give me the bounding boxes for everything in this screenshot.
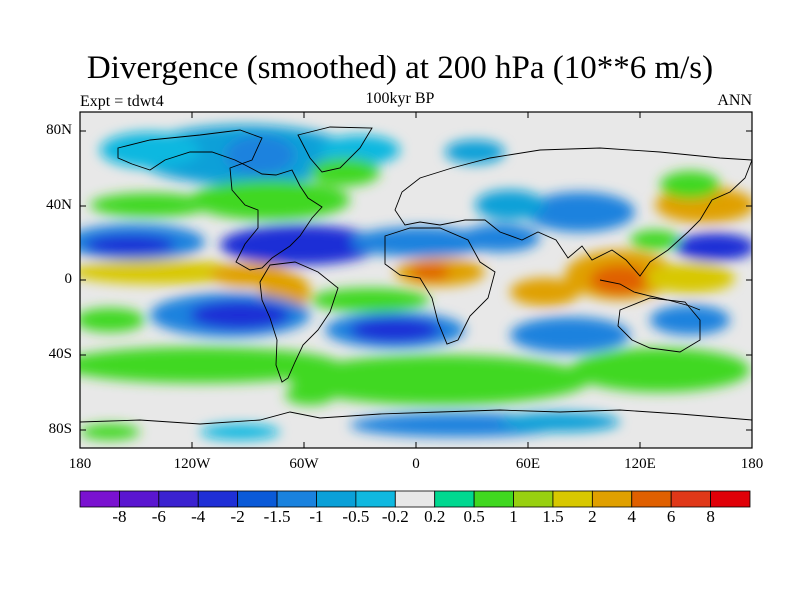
colorbar-swatch xyxy=(552,490,593,508)
colorbar-level-label: 2 xyxy=(588,507,597,526)
colorbar-swatch xyxy=(79,490,120,508)
field-blob xyxy=(310,158,380,186)
field-blob xyxy=(445,140,505,164)
field-blob xyxy=(500,412,620,432)
field-blob xyxy=(200,424,280,440)
colorbar-swatch xyxy=(591,490,633,508)
colorbar-swatch xyxy=(710,490,751,508)
field-blob xyxy=(225,135,295,175)
colorbar-level-label: -4 xyxy=(191,507,206,526)
field-blob xyxy=(80,424,140,440)
lat-label-80n: 80N xyxy=(46,122,72,138)
field-blob xyxy=(90,193,210,217)
coastline-antarctica xyxy=(80,409,752,425)
figure-title: Divergence (smoothed) at 200 hPa (10**6 … xyxy=(86,50,714,86)
field-blob xyxy=(460,224,540,252)
colorbar-swatch xyxy=(197,490,239,508)
field-blob xyxy=(80,260,250,284)
field-blob xyxy=(350,318,440,342)
colorbar-swatch xyxy=(670,490,711,508)
axis-ticks xyxy=(80,112,752,448)
field-blob xyxy=(510,317,630,353)
colorbar-level-label: -2 xyxy=(230,507,245,526)
field-blob xyxy=(660,171,720,199)
colorbar-level-label: 0.2 xyxy=(424,507,446,526)
field-blob xyxy=(80,347,340,383)
colorbar-swatch xyxy=(276,490,317,508)
colorbar-swatch xyxy=(119,490,160,508)
coastline-north-america xyxy=(117,129,323,271)
colorbar-level-label: -0.2 xyxy=(381,507,409,526)
lat-label-80s: 80S xyxy=(48,421,72,437)
colorbar-swatch xyxy=(513,490,554,508)
colorbar-swatch xyxy=(158,490,199,508)
colorbar-level-label: -1 xyxy=(309,507,324,526)
colorbar-level-label: 1 xyxy=(509,507,518,526)
lon-label-120w: 120W xyxy=(173,456,211,472)
colorbar-level-label: 0.5 xyxy=(463,507,485,526)
coastlines xyxy=(80,126,752,425)
field-blob xyxy=(220,225,380,265)
colorbar xyxy=(79,490,751,508)
colorbar-swatch xyxy=(473,490,514,508)
field-blob xyxy=(410,264,450,280)
field-blob xyxy=(645,263,735,293)
colorbar-level-label: 8 xyxy=(706,507,715,526)
field-blob xyxy=(630,230,680,250)
colorbar-level-label: -6 xyxy=(151,507,166,526)
lon-label-60w: 60W xyxy=(289,456,319,472)
field-blob xyxy=(100,132,200,168)
coastline-australia xyxy=(617,297,701,353)
colorbar-level-label: -8 xyxy=(112,507,127,526)
coastline-south-america xyxy=(259,261,339,383)
field-blob xyxy=(310,288,430,312)
field-blob xyxy=(650,305,730,335)
colorbar-swatch xyxy=(631,490,672,508)
lon-label-0: 0 xyxy=(412,456,420,472)
field-blob xyxy=(570,348,750,392)
field-blob xyxy=(190,301,290,329)
lat-label-40n: 40N xyxy=(46,197,72,213)
experiment-label: Expt = tdwt4 xyxy=(80,93,164,110)
colorbar-level-label: -0.5 xyxy=(342,507,370,526)
field-blob xyxy=(80,308,145,332)
field-blob xyxy=(590,265,650,295)
colorbar-level-label: -1.5 xyxy=(263,507,291,526)
field-blob xyxy=(510,278,580,306)
coastline-africa xyxy=(384,227,496,345)
colorbar-swatch xyxy=(394,490,436,508)
lat-label-equator: 0 xyxy=(64,271,73,287)
field-blob xyxy=(525,192,635,232)
lon-label-180e: 180 xyxy=(740,456,764,472)
field-blob xyxy=(675,233,752,261)
coastline-eurasia xyxy=(394,147,752,277)
colorbar-swatch xyxy=(355,490,396,508)
lon-label-180w: 180 xyxy=(68,456,92,472)
lon-label-60e: 60E xyxy=(515,456,541,472)
field-blob xyxy=(285,385,335,405)
figure-subtitle: 100kyr BP xyxy=(365,90,435,107)
coastline-greenland xyxy=(297,126,373,173)
lat-label-40s: 40S xyxy=(48,346,72,362)
lon-label-120e: 120E xyxy=(624,456,656,472)
field-blob xyxy=(190,180,350,220)
field-blob xyxy=(475,190,545,220)
colorbar-level-label: 4 xyxy=(627,507,637,526)
colorbar-level-label: 1.5 xyxy=(542,507,564,526)
season-label: ANN xyxy=(717,92,752,109)
field-blob xyxy=(320,135,400,165)
colorbar-level-label: 6 xyxy=(666,507,676,526)
coastline-maritime-continent xyxy=(599,279,701,311)
colorbar-swatch xyxy=(237,490,278,508)
colorbar-swatch xyxy=(316,490,357,508)
field-blob xyxy=(85,235,175,255)
field-blob xyxy=(290,355,590,405)
colorbar-swatch xyxy=(434,490,475,508)
